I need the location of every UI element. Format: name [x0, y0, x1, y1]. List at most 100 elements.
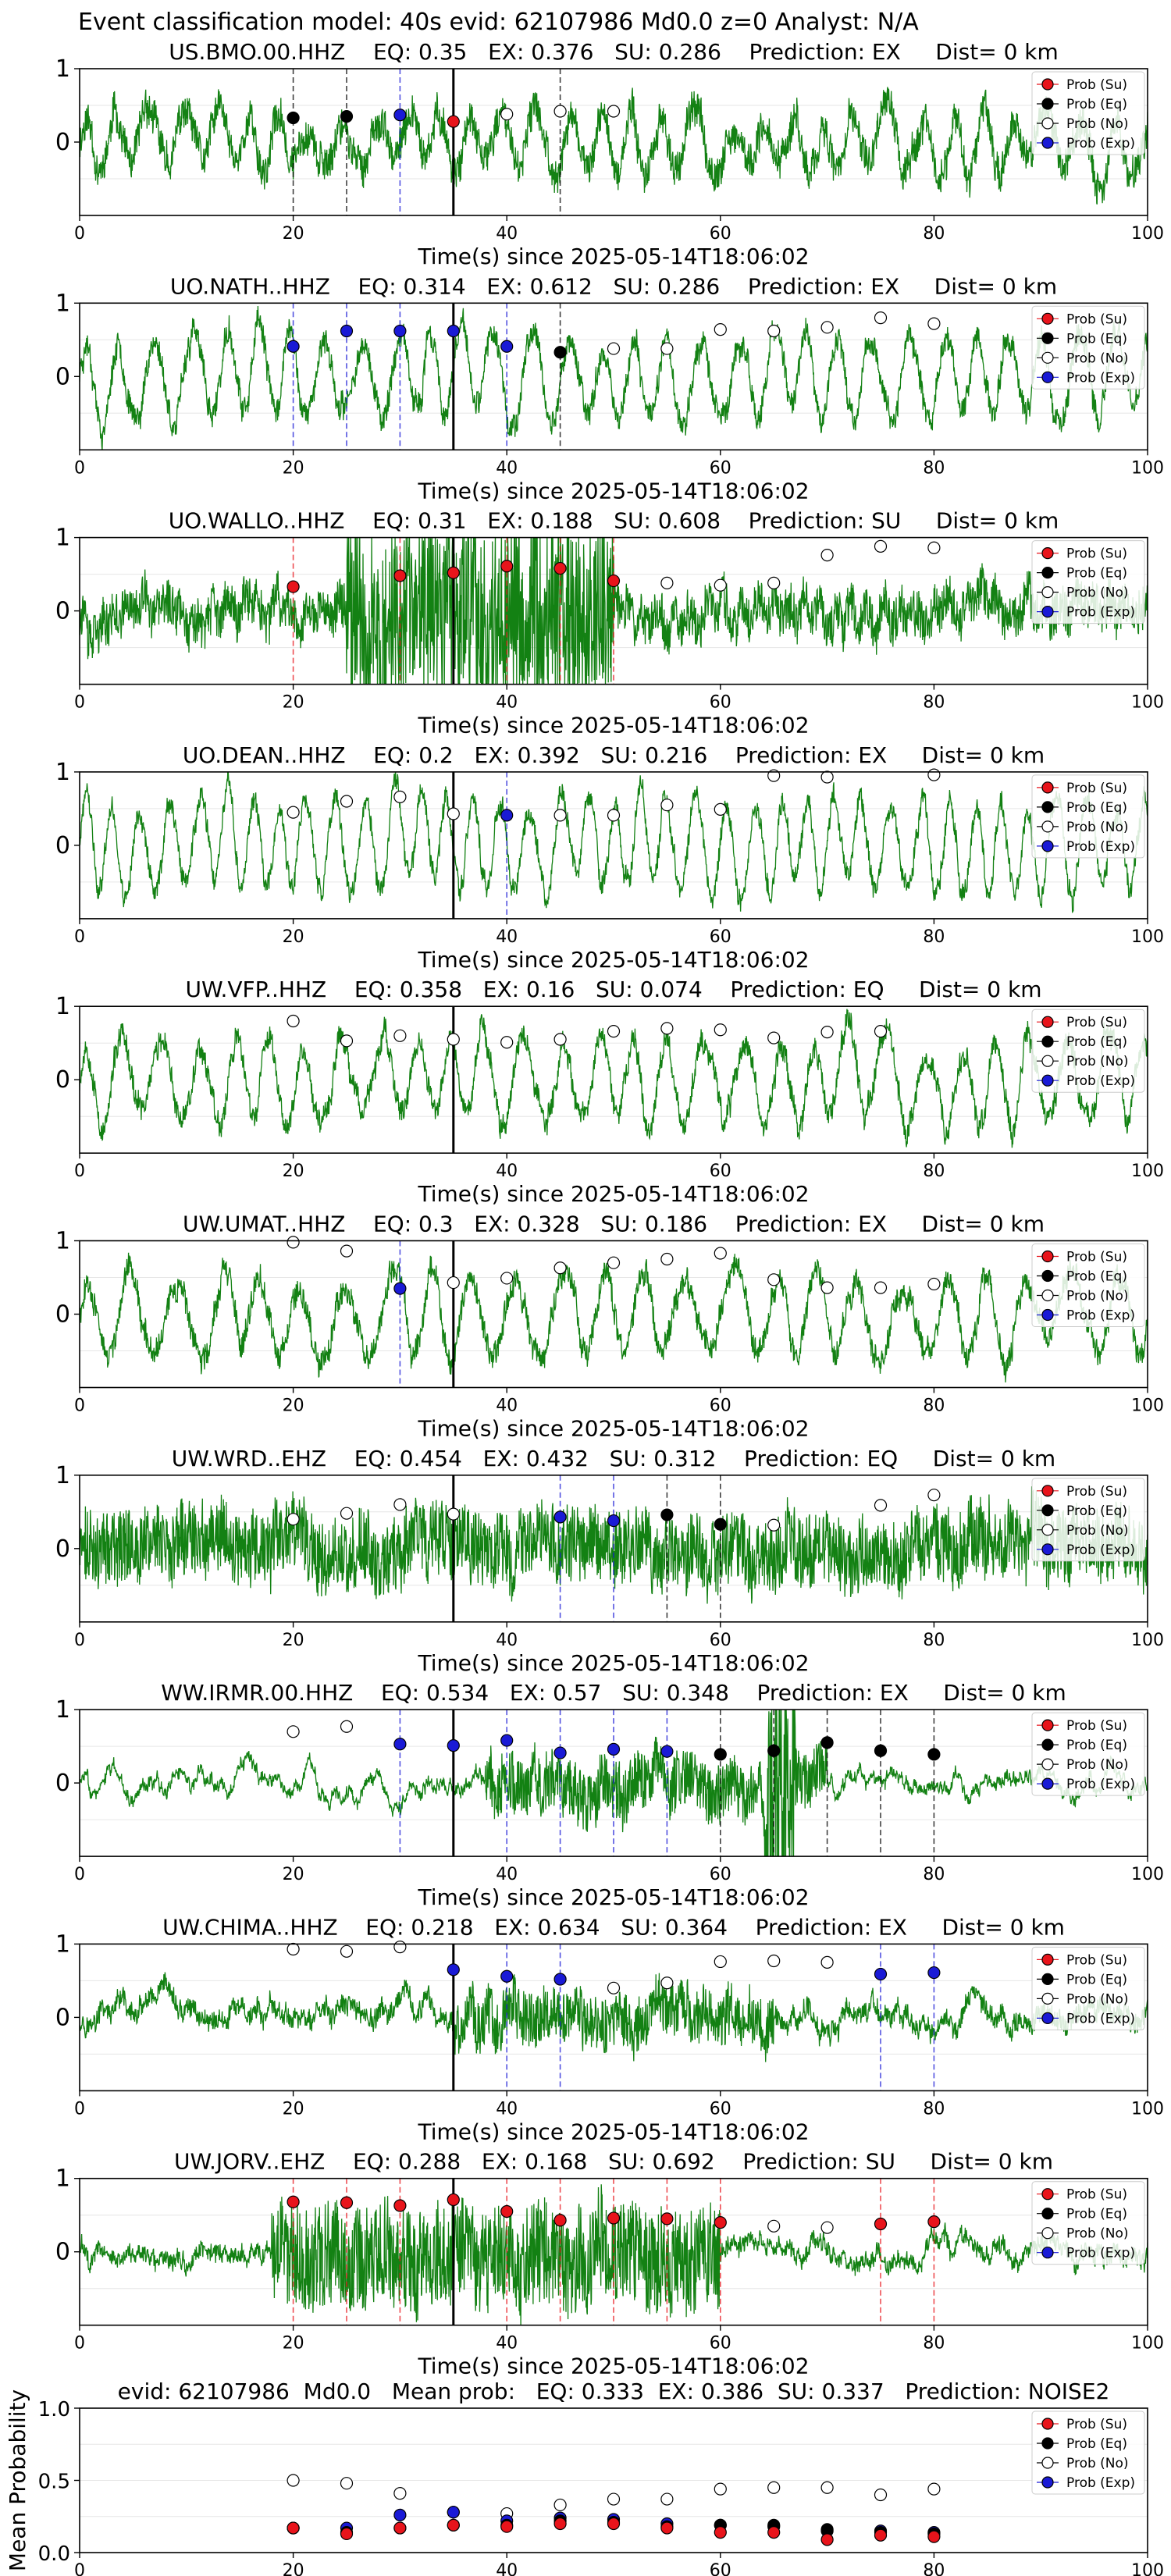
waveform-trace [80, 1009, 1148, 1148]
legend-label: Prob (No) [1066, 1523, 1129, 1539]
legend-marker-exp [1041, 605, 1054, 618]
prob-point-no [874, 1499, 888, 1512]
x-tick-label: 80 [923, 1865, 945, 1884]
x-tick-label: 100 [1131, 2099, 1164, 2119]
x-axis-label: Time(s) since 2025-05-14T18:06:02 [417, 1650, 809, 1676]
legend-label: Prob (Eq) [1066, 2436, 1127, 2452]
prob-point-su [874, 2217, 888, 2231]
prob-point-no [820, 2221, 834, 2234]
x-tick-label: 60 [710, 224, 731, 244]
waveform-trace [80, 1252, 1148, 1383]
prob-point-no [287, 806, 300, 819]
prob-point-su [447, 566, 460, 579]
station-panel-8: 0 20 40 60 80 100 0 1 WW.IRMR.00.HHZ EQ: 0.534 E… [55, 1680, 1164, 1910]
prob-point-no [607, 342, 621, 355]
prob-point-eq [820, 1736, 834, 1749]
prob-point-su [500, 560, 514, 573]
prob-point-no [393, 1498, 407, 1511]
prob-point-no [340, 1034, 354, 1048]
prob-point-no [447, 807, 460, 820]
prob-point-no [820, 1955, 834, 1969]
legend-marker-su [1041, 2418, 1054, 2430]
legend-label: Prob (Su) [1066, 2417, 1127, 2432]
axes-frame [79, 771, 1148, 920]
prob-point-no [927, 317, 941, 330]
legend-box [1031, 1712, 1145, 1796]
legend-marker-eq [1041, 2437, 1054, 2450]
prob-point-no [714, 323, 727, 336]
prob-point-exp [393, 109, 407, 122]
prob-point-no [447, 1507, 460, 1521]
legend-box [1031, 2181, 1145, 2265]
prob-point-no [553, 1261, 567, 1275]
panel-title: WW.IRMR.00.HHZ EQ: 0.534 EX: 0.57 SU: 0.… [161, 1680, 1066, 1706]
prob-point-su [500, 2204, 514, 2218]
prob-point-no [820, 770, 834, 784]
panel-title: UW.CHIMA..HHZ EQ: 0.218 EX: 0.634 SU: 0.… [162, 1914, 1065, 1940]
legend-label: Prob (Exp) [1066, 605, 1135, 621]
legend-marker-no [1041, 1524, 1054, 1536]
legend-marker-no [1041, 1289, 1054, 1302]
prob-point-exp [927, 1966, 941, 1980]
x-tick-label: 80 [923, 2099, 945, 2119]
prob-point-no [447, 1276, 460, 1290]
prob-point-exp [393, 324, 407, 338]
legend-label: Prob (Exp) [1066, 1542, 1135, 1558]
prob-point-no [607, 1256, 621, 1269]
prob-point-su [287, 2195, 300, 2208]
legend-marker-eq [1041, 2208, 1054, 2220]
x-tick-label: 60 [710, 1397, 731, 1416]
y-tick-label: 0.0 [38, 2542, 70, 2566]
legend-label: Prob (Su) [1066, 546, 1127, 562]
x-tick-label: 40 [496, 2099, 518, 2119]
prob-point-no [767, 576, 781, 589]
x-tick-label: 100 [1131, 2334, 1164, 2354]
legend: Prob (Su) Prob (Eq) Prob (No) Prob (Exp) [1031, 774, 1145, 859]
legend-marker-eq [1041, 1504, 1054, 1517]
mean-point-su [927, 2530, 941, 2543]
prob-point-exp [340, 324, 354, 338]
x-tick-label: 100 [1131, 1397, 1164, 1416]
figure-suptitle: Event classification model: 40s evid: 62… [78, 9, 919, 36]
legend-label: Prob (Eq) [1066, 1738, 1127, 1753]
legend-marker-no [1041, 1758, 1054, 1770]
y-tick-label: 0 [55, 832, 70, 859]
prob-point-no [714, 1247, 727, 1260]
prob-point-no [767, 324, 781, 338]
mean-point-no [287, 2474, 300, 2487]
x-tick-label: 80 [923, 1631, 945, 1650]
prob-point-no [927, 1489, 941, 1502]
legend-marker-no [1041, 117, 1054, 130]
x-tick-label: 60 [710, 2334, 731, 2354]
legend-box [1031, 1478, 1145, 1562]
mean-point-su [874, 2528, 888, 2542]
legend-label: Prob (Eq) [1066, 1503, 1127, 1519]
legend-marker-no [1041, 2227, 1054, 2240]
x-tick-label: 100 [1131, 224, 1164, 244]
prob-point-su [340, 2196, 354, 2209]
x-tick-label: 40 [496, 927, 518, 947]
prob-point-no [500, 1272, 514, 1285]
x-tick-label: 80 [923, 927, 945, 947]
prob-point-no [500, 1036, 514, 1049]
x-tick-label: 20 [283, 927, 304, 947]
x-tick-label: 40 [496, 1865, 518, 1884]
panel-title: UW.VFP..HHZ EQ: 0.358 EX: 0.16 SU: 0.074… [185, 977, 1041, 1002]
legend-marker-su [1041, 1250, 1054, 1263]
x-tick-label: 40 [496, 458, 518, 478]
legend-label: Prob (Exp) [1066, 1777, 1135, 1792]
prob-point-no [340, 1507, 354, 1520]
prob-point-eq [340, 110, 354, 123]
x-tick-label: 60 [710, 693, 731, 713]
prob-point-no [500, 108, 514, 121]
x-tick-label: 20 [283, 2561, 304, 2576]
prob-point-no [767, 1273, 781, 1286]
station-panel-6: 0 20 40 60 80 100 0 1 UW.UMAT..HHZ EQ: 0.3 EX: 0… [55, 1212, 1164, 1442]
prob-point-no [340, 1244, 354, 1258]
legend-marker-no [1041, 1992, 1054, 2005]
prob-point-no [820, 1025, 834, 1039]
x-tick-label: 0 [74, 1631, 85, 1650]
x-tick-label: 80 [923, 2334, 945, 2354]
